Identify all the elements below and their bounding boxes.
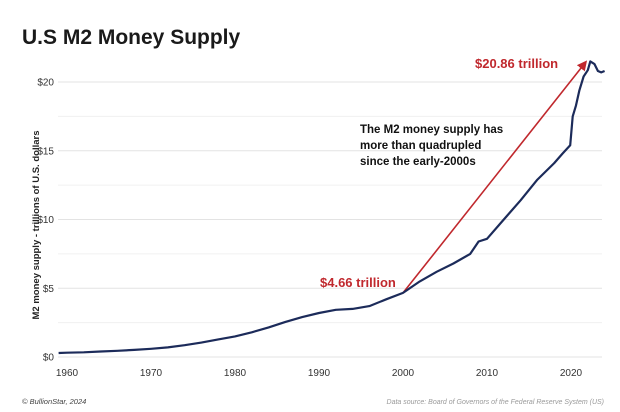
x-tick-label: 2000 [392, 368, 415, 379]
end-value-label: $20.86 trillion [475, 56, 558, 71]
x-tick-labels: 1960 1970 1980 1990 2000 2010 2020 [56, 368, 583, 379]
annotation-note: The M2 money supply has more than quadru… [360, 124, 503, 168]
growth-arrow [402, 60, 588, 294]
note-line: The M2 money supply has [360, 124, 503, 136]
x-tick-label: 1960 [56, 368, 79, 379]
y-tick-label: $20 [37, 78, 54, 89]
footer-source: Data source: Board of Governors of the F… [387, 399, 604, 406]
note-line: more than quadrupled [360, 140, 481, 152]
y-axis-label: M2 money supply - trillions of U.S. doll… [31, 131, 42, 320]
x-tick-label: 2010 [476, 368, 499, 379]
y-tick-label: $5 [43, 284, 55, 295]
x-tick-label: 1990 [308, 368, 331, 379]
start-value-label: $4.66 trillion [320, 275, 396, 290]
y-tick-label: $15 [37, 146, 54, 157]
y-tick-label: $0 [43, 353, 55, 364]
note-line: since the early-2000s [360, 156, 476, 168]
x-tick-label: 1980 [224, 368, 247, 379]
chart-title: U.S M2 Money Supply [22, 26, 241, 49]
x-tick-label: 1970 [140, 368, 163, 379]
footer-copyright: © BullionStar, 2024 [22, 397, 86, 406]
y-tick-label: $10 [37, 215, 54, 226]
gridlines [58, 81, 602, 358]
x-tick-label: 2020 [560, 368, 583, 379]
y-tick-labels: $0 $5 $10 $15 $20 [37, 78, 54, 364]
m2-series-line [58, 60, 606, 355]
